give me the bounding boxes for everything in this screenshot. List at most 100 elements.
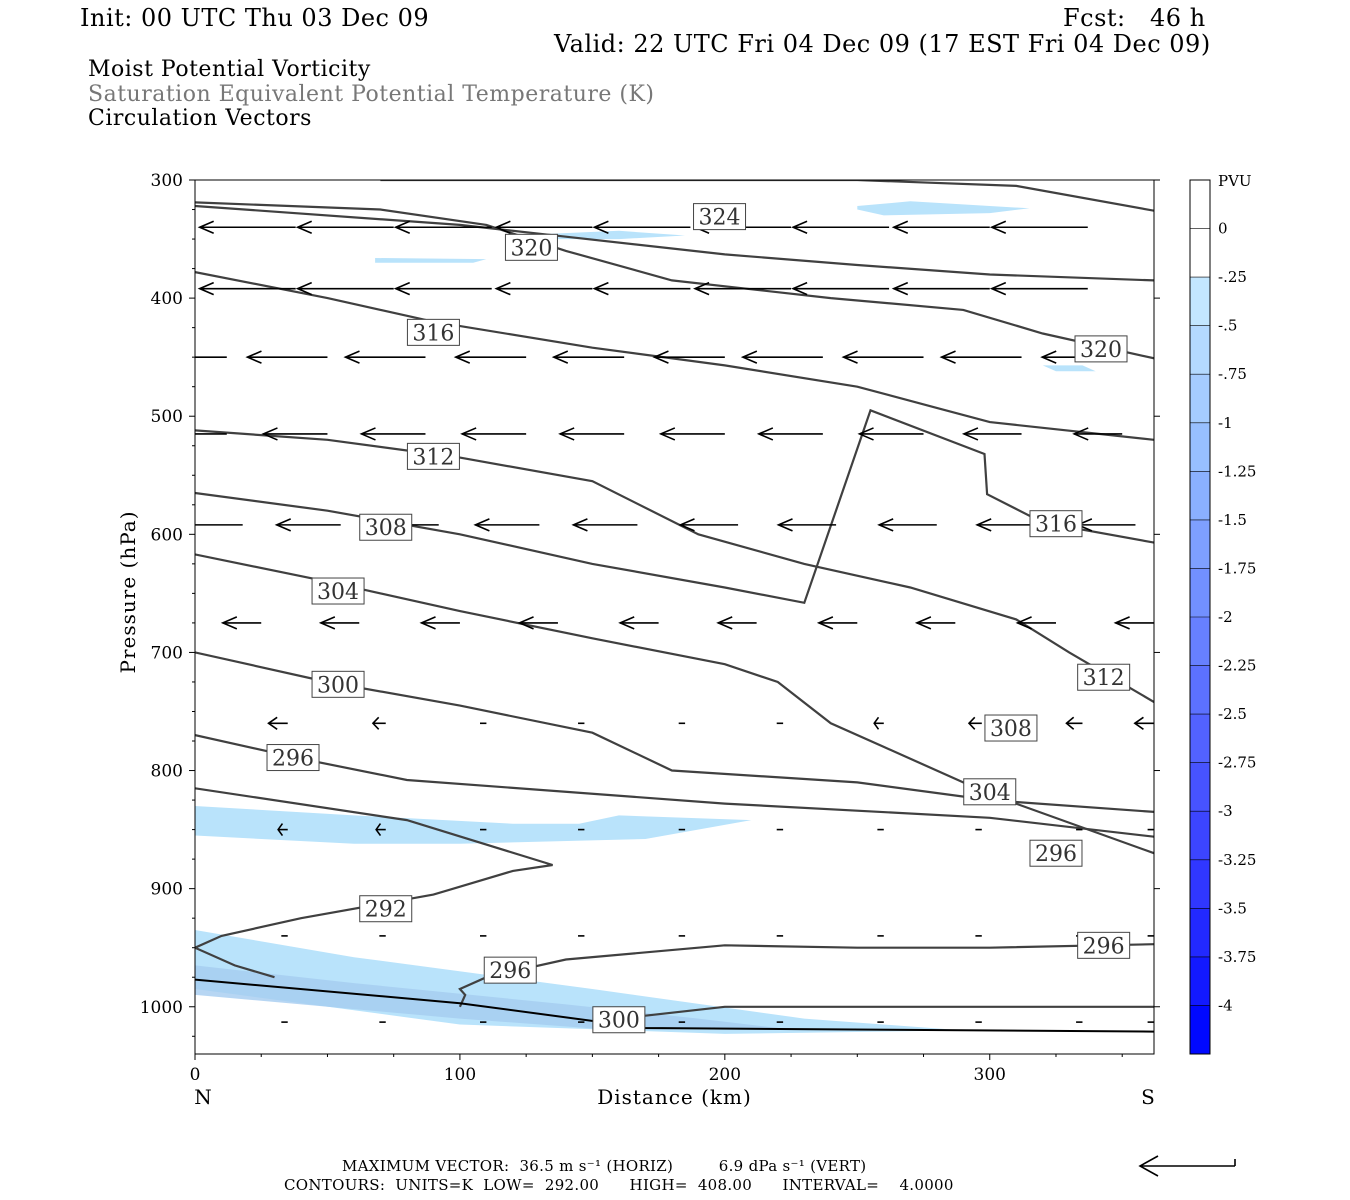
forecast-hour: Fcst: 46 h bbox=[1063, 4, 1206, 32]
vector-arrowhead bbox=[791, 281, 808, 296]
contour-label-box bbox=[266, 744, 320, 772]
colorbar-label: -1.25 bbox=[1218, 462, 1256, 480]
vector-arrowhead bbox=[967, 716, 976, 730]
y-tick-label: 600 bbox=[151, 525, 183, 545]
vector-arrowhead bbox=[460, 427, 477, 441]
colorbar-label: -3.5 bbox=[1218, 899, 1247, 917]
vector-arrowhead bbox=[891, 281, 909, 296]
plot-frame bbox=[194, 179, 1155, 1055]
vector-arrowhead bbox=[99, 283, 113, 295]
colorbar-label: -.75 bbox=[1218, 365, 1247, 383]
x-axis-label: Distance (km) bbox=[597, 1085, 752, 1109]
colorbar-label: -2.5 bbox=[1218, 705, 1247, 723]
theta-es-contour bbox=[618, 1005, 1154, 1020]
x-tick-label: 0 bbox=[190, 1065, 201, 1085]
contour-label-box bbox=[984, 714, 1038, 742]
vector-arrowhead bbox=[147, 351, 161, 363]
vector-arrowhead bbox=[359, 427, 376, 441]
contour-label-box bbox=[406, 318, 460, 346]
contour-label-box bbox=[693, 203, 747, 231]
pv-region bbox=[539, 230, 686, 240]
colorbar-swatch bbox=[1190, 374, 1210, 424]
colorbar-swatch bbox=[1190, 859, 1210, 909]
colorbar-swatch bbox=[1190, 277, 1210, 327]
vector-arrowhead bbox=[197, 220, 214, 234]
pv-region bbox=[375, 258, 487, 263]
contour-info-note: CONTOURS: UNITS=K LOW= 292.00 HIGH= 408.… bbox=[284, 1176, 954, 1194]
vector-arrowhead bbox=[1015, 616, 1032, 630]
vector-arrowhead bbox=[453, 350, 471, 364]
vector-arrowhead bbox=[891, 220, 909, 234]
vector-arrowhead bbox=[1113, 616, 1130, 630]
vector-arrowhead bbox=[274, 518, 292, 532]
contour-label: 312 bbox=[412, 445, 454, 470]
colorbar-label: -3 bbox=[1218, 802, 1233, 820]
theta-es-contour bbox=[195, 408, 1154, 605]
colorbar-swatch bbox=[1190, 908, 1210, 958]
contour-label: 320 bbox=[510, 236, 552, 261]
colorbar-swatch bbox=[1190, 714, 1210, 764]
vector-arrowhead bbox=[914, 616, 932, 630]
contour-label-box bbox=[1029, 839, 1083, 867]
contour-label-box bbox=[504, 233, 558, 261]
theta-es-contour bbox=[458, 943, 1154, 1008]
colorbar-label: -4 bbox=[1218, 996, 1233, 1014]
x-tick-label: 200 bbox=[709, 1065, 741, 1085]
vector-arrowhead bbox=[163, 428, 177, 440]
colorbar-label: -2.75 bbox=[1218, 754, 1256, 772]
vector-arrowhead bbox=[393, 281, 411, 296]
max-vector-note: MAXIMUM VECTOR: 36.5 m s⁻¹ (HORIZ) 6.9 d… bbox=[342, 1157, 867, 1175]
vector-arrowhead bbox=[277, 823, 284, 837]
vector-arrowhead bbox=[1072, 427, 1089, 441]
field-title-thetaes: Saturation Equivalent Potential Temperat… bbox=[88, 82, 655, 107]
contour-label-box bbox=[483, 956, 537, 984]
init-time: Init: 00 UTC Thu 03 Dec 09 bbox=[80, 4, 430, 32]
contour-label-box bbox=[963, 778, 1017, 806]
contour-label: 300 bbox=[317, 673, 359, 698]
pv-region bbox=[1042, 365, 1096, 372]
vector-arrowhead bbox=[393, 220, 411, 234]
y-tick-label: 500 bbox=[151, 407, 183, 427]
theta-es-contour bbox=[195, 204, 1154, 282]
vector-arrowhead bbox=[494, 281, 511, 296]
x-end-label-south: S bbox=[1141, 1085, 1155, 1109]
pv-region bbox=[857, 201, 1030, 216]
contour-label-box bbox=[359, 513, 413, 541]
colorbar-swatch bbox=[1190, 422, 1210, 472]
vector-arrowhead bbox=[939, 350, 956, 364]
theta-es-contour bbox=[380, 180, 1154, 212]
y-tick-label: 400 bbox=[151, 289, 183, 309]
vector-arrowhead bbox=[877, 518, 894, 532]
contour-label: 324 bbox=[699, 206, 741, 231]
vector-arrowhead bbox=[841, 350, 858, 364]
vector-arrowhead bbox=[220, 616, 238, 630]
y-tick-label: 1000 bbox=[140, 998, 183, 1018]
vector-arrowhead bbox=[961, 427, 979, 441]
theta-es-contour bbox=[195, 271, 1154, 441]
contour-label-box bbox=[1074, 335, 1128, 363]
colorbar-swatch bbox=[1190, 568, 1210, 618]
vector-arrowhead bbox=[652, 350, 669, 364]
plot-layer bbox=[99, 180, 1154, 1034]
vector-arrowhead bbox=[716, 616, 733, 630]
colorbar-label: -3.25 bbox=[1218, 851, 1256, 869]
vector-arrowhead bbox=[295, 281, 313, 296]
vector-arrowhead bbox=[873, 716, 880, 730]
vector-arrowhead bbox=[693, 281, 710, 296]
colorbar-swatch bbox=[1190, 180, 1210, 230]
contour-label-box bbox=[1077, 931, 1131, 959]
x-tick-label: 100 bbox=[444, 1065, 476, 1085]
vector-arrowhead bbox=[816, 616, 834, 630]
vector-arrowhead bbox=[551, 350, 569, 364]
colorbar-swatch bbox=[1190, 1005, 1210, 1055]
colorbar-label: -1 bbox=[1218, 414, 1233, 432]
theta-es-contour bbox=[195, 553, 1154, 855]
contour-label: 296 bbox=[1035, 842, 1077, 867]
contour-label: 300 bbox=[598, 1009, 640, 1034]
vector-arrowhead bbox=[592, 220, 609, 234]
vector-arrowhead bbox=[375, 823, 382, 837]
contour-label: 296 bbox=[272, 747, 314, 772]
contour-label-box bbox=[359, 895, 413, 923]
y-tick-label: 700 bbox=[151, 643, 183, 663]
x-end-label-north: N bbox=[194, 1085, 212, 1109]
